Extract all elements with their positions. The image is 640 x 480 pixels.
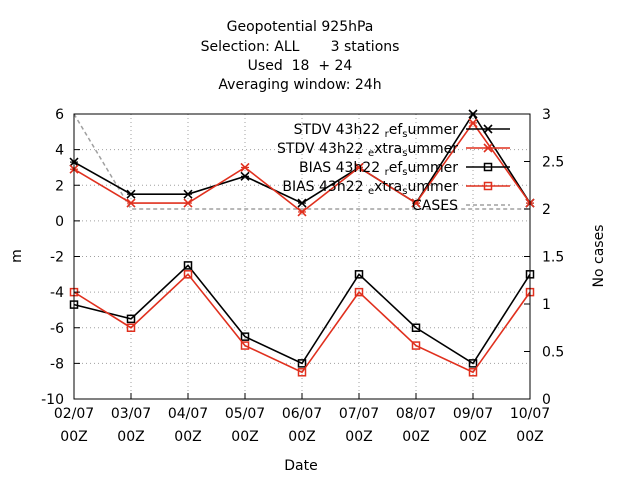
series-line [73, 273, 531, 374]
legend-label-part: ef [389, 122, 404, 138]
y-tick-label: -10 [41, 392, 64, 408]
data-point [468, 368, 478, 377]
x-tick-label: 10/07 [510, 406, 550, 422]
series-line [73, 113, 530, 210]
title-line: Geopotential 925hPa [227, 19, 374, 35]
legend-label: BIAS 43h22 extrasummer [282, 179, 458, 197]
x-tick-label: 06/07 [282, 406, 322, 422]
legend-label-part: ummer [407, 179, 458, 195]
legend-label: BIAS 43h22 refsummer [299, 160, 458, 178]
y-tick-label: -6 [50, 321, 64, 337]
legend-label-part: e [368, 148, 374, 159]
x-tick-label: 00Z [459, 429, 486, 445]
y2-tick-label: 0 [542, 392, 551, 408]
legend-label-part: s [402, 167, 407, 178]
legend-label-part: ummer [407, 122, 458, 138]
x-tick-label: 05/07 [225, 406, 265, 422]
y-tick-label: 0 [55, 214, 64, 230]
y2-axis-ticks: 0 0.5 1 1.5 2 2.5 3 [524, 107, 564, 408]
x-tick-label: 03/07 [111, 406, 151, 422]
data-point [126, 314, 136, 324]
data-point [183, 261, 193, 270]
x-axis-label: Date [284, 458, 317, 474]
title-line: Selection: ALL 3 stations [201, 39, 400, 55]
x-tick-label: 00Z [174, 429, 201, 445]
legend-label-part: s [402, 148, 407, 159]
data-point [354, 270, 364, 279]
legend-marker [483, 181, 493, 191]
legend-label-part: BIAS 43h22 [282, 179, 368, 195]
x-tick-label: 04/07 [168, 406, 208, 422]
x-axis-ticks: 02/07 00Z 03/07 00Z 04/07 00Z 05/07 00Z 06/07 00Z… [54, 393, 550, 445]
legend-label-part: xtra [374, 141, 402, 157]
x-tick-label: 00Z [117, 429, 144, 445]
legend-label-part: s [402, 129, 407, 140]
y2-tick-label: 2.5 [542, 155, 564, 171]
y-tick-label: -8 [50, 356, 64, 372]
y2-tick-label: 1.5 [542, 250, 564, 266]
legend-marker [483, 162, 493, 172]
legend-label-part: r [385, 167, 390, 178]
y2-tick-label: 1 [542, 297, 551, 313]
legend-label-part: ummer [407, 141, 458, 157]
data-point [240, 332, 250, 341]
y-tick-label: 6 [55, 107, 64, 123]
x-tick-label: 00Z [345, 429, 372, 445]
x-tick-label: 00Z [231, 429, 258, 445]
x-tick-label: 00Z [60, 429, 87, 445]
chart-title: Geopotential 925hPa Selection: ALL 3 sta… [201, 19, 400, 93]
x-tick-label: 07/07 [339, 406, 379, 422]
legend-label-part: STDV 43h22 [277, 141, 368, 157]
legend-label-part: STDV 43h22 [294, 122, 385, 138]
y-axis-label: m [9, 249, 25, 263]
y-tick-label: -4 [50, 285, 64, 301]
data-point [468, 359, 478, 368]
y-tick-label: -2 [50, 250, 64, 266]
y-tick-label: 2 [55, 178, 64, 194]
legend-label-part: e [368, 186, 374, 197]
legend-label: STDV 43h22 extrasummer [277, 141, 458, 159]
data-point [354, 287, 364, 297]
title-line: Used 18 + 24 [248, 58, 353, 74]
x-tick-label: 08/07 [396, 406, 436, 422]
series-group [69, 109, 535, 377]
data-point [183, 270, 193, 279]
x-tick-label: 00Z [516, 429, 543, 445]
legend-label-part: xtra [374, 179, 402, 195]
data-point [297, 368, 307, 377]
data-point [240, 341, 250, 350]
legend-label-part: BIAS 43h22 [299, 160, 385, 176]
legend-label-part: s [402, 186, 407, 197]
legend-label-part: r [385, 129, 390, 140]
x-tick-label: 02/07 [54, 406, 94, 422]
x-tick-label: 00Z [402, 429, 429, 445]
legend-label-part: ef [389, 160, 404, 176]
x-tick-label: 00Z [288, 429, 315, 445]
y-tick-label: 4 [55, 143, 64, 159]
legend-label: CASES [412, 198, 458, 214]
data-point [126, 323, 136, 332]
data-point [411, 323, 421, 332]
legend-label-part: ummer [407, 160, 458, 176]
y2-tick-label: 0.5 [542, 345, 564, 361]
y2-axis-label: No cases [591, 225, 607, 288]
y-axis-ticks: -10 -8 -6 -4 -2 0 2 4 6 [41, 107, 80, 408]
grid [74, 114, 530, 399]
title-line: Averaging window: 24h [218, 77, 381, 93]
y2-tick-label: 2 [542, 202, 551, 218]
legend-label: STDV 43h22 refsummer [294, 122, 459, 140]
series-line [73, 264, 531, 365]
y2-tick-label: 3 [542, 107, 551, 123]
data-point [411, 341, 421, 350]
x-tick-label: 09/07 [453, 406, 493, 422]
cases-series [73, 113, 530, 210]
data-point [297, 359, 307, 368]
